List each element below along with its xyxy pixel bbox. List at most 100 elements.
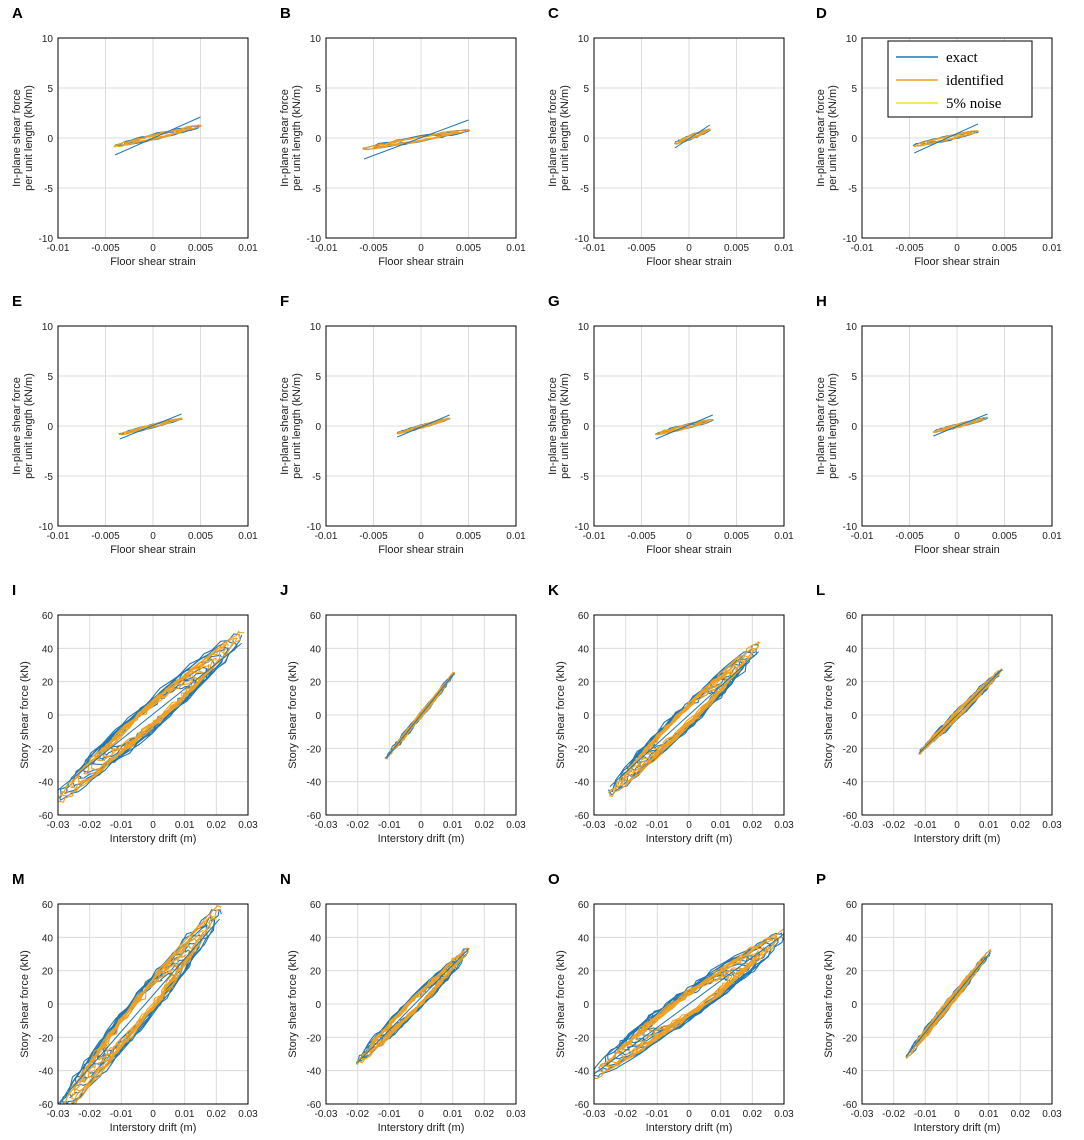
- y-tick-label: 40: [42, 644, 54, 655]
- y-tick-label: -5: [580, 472, 589, 483]
- y-tick-label: -40: [307, 778, 322, 789]
- x-tick-label: 0: [954, 1109, 960, 1120]
- hysteresis-loops: [58, 630, 245, 803]
- y-tick-label: -60: [39, 1100, 54, 1111]
- y-tick-label: 10: [310, 322, 322, 333]
- x-tick-label: 0: [150, 531, 156, 542]
- y-axis-label: In-plane shear force: [11, 89, 23, 187]
- x-axis-label: Interstory drift (m): [378, 833, 465, 845]
- hysteresis-loops: [912, 123, 979, 154]
- panel-l: L -0.03 -0.02 -0.01 0 0.01 0.02 0.03 60 40 20 0 -20 -…: [816, 582, 1062, 845]
- y-tick-label: -60: [307, 811, 322, 822]
- x-tick-label: 0.01: [1042, 243, 1062, 254]
- hysteresis-loops: [58, 905, 222, 1104]
- series-exact: [357, 948, 469, 1063]
- series-identified: [651, 688, 718, 750]
- y-tick-label: -20: [39, 744, 54, 755]
- panel-o: O -0.03 -0.02 -0.01 0 0.01 0.02 0.03 60 40 20 0 -20 -…: [548, 871, 794, 1134]
- y-tick-label: -10: [843, 522, 858, 533]
- x-tick-label: -0.005: [91, 243, 120, 254]
- x-tick-label: 0.03: [506, 1109, 526, 1120]
- y-tick-label: -5: [44, 472, 53, 483]
- y-axis-label: Story shear force (kN): [287, 661, 299, 769]
- series-identified: [913, 130, 979, 147]
- legend-label-identified: identified: [946, 73, 1004, 89]
- y-tick-label: 20: [846, 967, 858, 978]
- y-tick-label: 20: [42, 967, 54, 978]
- x-tick-label: 0: [150, 820, 156, 831]
- series-identified: [609, 946, 767, 1064]
- x-tick-label: 0: [954, 531, 960, 542]
- panel-h: H -0.01 -0.005 0 0.005 0.01 10 5 0 -5 -10 Floor she…: [815, 293, 1062, 556]
- x-axis-label: Floor shear strain: [646, 256, 732, 268]
- y-axis-label-line2: per unit length (kN/m): [23, 373, 35, 479]
- y-axis-label: Story shear force (kN): [19, 661, 31, 769]
- series-identified: [61, 637, 238, 797]
- panel-letter: F: [280, 293, 289, 310]
- y-tick-label: -10: [39, 522, 54, 533]
- x-tick-label: -0.01: [583, 243, 606, 254]
- x-tick-label: -0.03: [315, 820, 338, 831]
- y-tick-label: 0: [851, 711, 857, 722]
- series-identified: [58, 630, 245, 803]
- y-axis-label-line2: per unit length (kN/m): [827, 85, 839, 191]
- x-tick-label: -0.02: [614, 820, 637, 831]
- series-identified: [654, 418, 714, 436]
- panel-letter: K: [548, 582, 559, 599]
- y-tick-label: 5: [315, 84, 321, 95]
- x-tick-label: -0.03: [851, 820, 874, 831]
- x-tick-label: -0.03: [47, 820, 70, 831]
- x-tick-label: -0.01: [315, 243, 338, 254]
- y-axis-label-line2: per unit length (kN/m): [559, 373, 571, 479]
- x-tick-label: -0.01: [110, 820, 133, 831]
- x-axis-label: Interstory drift (m): [110, 833, 197, 845]
- y-tick-label: 20: [578, 678, 590, 689]
- axes-frame: [593, 903, 785, 1105]
- series-exact: [646, 975, 731, 1031]
- x-tick-label: 0.03: [506, 820, 526, 831]
- y-tick-label: 60: [310, 900, 322, 911]
- x-tick-label: -0.01: [851, 531, 874, 542]
- panel-c: C -0.01 -0.005 0 0.005 0.01 10 5 0 -5 -10 Floor she…: [547, 5, 794, 268]
- x-tick-label: -0.02: [882, 820, 905, 831]
- panel-e: E -0.01 -0.005 0 0.005 0.01 10 5 0 -5 -10 Floor she…: [11, 293, 258, 556]
- series-identified: [78, 937, 198, 1084]
- y-tick-label: 40: [846, 933, 858, 944]
- series-identified: [362, 128, 470, 151]
- x-axis-label: Interstory drift (m): [914, 833, 1001, 845]
- x-tick-label: 0.02: [207, 820, 227, 831]
- x-tick-label: 0.02: [207, 1109, 227, 1120]
- series-identified: [118, 417, 183, 436]
- panel-letter: P: [816, 871, 826, 888]
- x-tick-label: -0.005: [627, 243, 656, 254]
- y-tick-label: 10: [42, 322, 54, 333]
- panel-letter: L: [816, 582, 825, 599]
- x-tick-label: 0: [418, 243, 424, 254]
- y-tick-label: 0: [851, 1000, 857, 1011]
- hysteresis-loops: [356, 947, 471, 1066]
- y-axis-label: Story shear force (kN): [823, 950, 835, 1058]
- x-tick-label: -0.02: [614, 1109, 637, 1120]
- axes-frame: [325, 614, 517, 816]
- y-axis-label-line2: per unit length (kN/m): [827, 373, 839, 479]
- hysteresis-loops: [594, 928, 784, 1080]
- panel-p: P -0.03 -0.02 -0.01 0 0.01 0.02 0.03 60 40 20 0 -20 -…: [816, 871, 1062, 1134]
- y-tick-label: 0: [851, 134, 857, 145]
- x-tick-label: 0.01: [711, 820, 731, 831]
- x-axis-label: Floor shear strain: [914, 256, 1000, 268]
- x-tick-label: 0.01: [711, 1109, 731, 1120]
- y-tick-label: -60: [843, 811, 858, 822]
- panel-letter: G: [548, 293, 560, 310]
- y-tick-label: -60: [843, 1100, 858, 1111]
- x-tick-label: 0.01: [238, 531, 258, 542]
- y-tick-label: 40: [42, 933, 54, 944]
- y-axis-label: In-plane shear force: [547, 377, 559, 475]
- hysteresis-loops: [384, 671, 456, 760]
- x-tick-label: 0.01: [506, 243, 526, 254]
- x-tick-label: -0.01: [646, 1109, 669, 1120]
- x-tick-label: 0: [954, 243, 960, 254]
- x-axis-label: Interstory drift (m): [378, 1122, 465, 1134]
- x-tick-label: 0: [150, 243, 156, 254]
- x-tick-label: 0: [686, 1109, 692, 1120]
- axes-frame: [861, 614, 1053, 816]
